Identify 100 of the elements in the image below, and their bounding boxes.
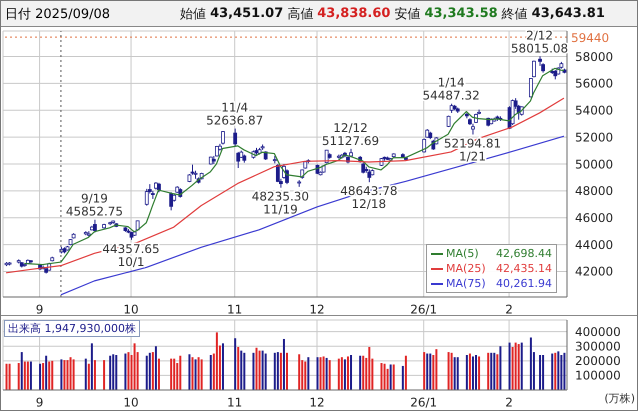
bar	[24, 362, 26, 390]
bar	[304, 362, 306, 390]
bar	[42, 363, 44, 390]
bar	[450, 352, 453, 390]
bar	[346, 356, 349, 390]
bar	[466, 355, 468, 390]
x-tick-label: 26/1	[410, 302, 438, 317]
line-series	[24, 68, 565, 266]
bar	[6, 364, 8, 390]
annotation: 2/12	[526, 28, 554, 42]
bar	[508, 342, 511, 390]
bar	[404, 356, 407, 390]
bar	[551, 354, 554, 390]
bar	[362, 356, 364, 390]
x-tick-label: 10	[123, 396, 139, 410]
annotation: 40,261.94	[496, 276, 552, 291]
bar	[390, 364, 392, 390]
bar	[234, 338, 236, 390]
x-tick-label: 11	[227, 396, 242, 410]
bar	[402, 366, 404, 390]
bar	[63, 360, 66, 390]
bar	[90, 343, 93, 390]
bar	[282, 338, 285, 390]
annotation: 11/19	[263, 202, 298, 217]
bar	[252, 352, 254, 390]
bar	[563, 352, 566, 390]
bar	[560, 355, 562, 390]
y-axis-title: (万株)	[604, 391, 635, 406]
bar	[173, 358, 176, 390]
bar	[520, 342, 523, 390]
y-tick-label: 48000	[575, 184, 614, 198]
y-tick-label: 52000	[575, 130, 614, 144]
bar	[554, 352, 556, 390]
x-tick-label: 2	[505, 396, 513, 410]
bar	[39, 364, 42, 390]
annotation: 12/18	[352, 197, 386, 212]
bar	[490, 352, 492, 390]
bar	[115, 355, 118, 390]
bar	[258, 350, 261, 390]
bar	[316, 357, 318, 390]
bar	[298, 354, 300, 390]
y-tick-label: 100000	[575, 368, 621, 383]
bar	[216, 332, 218, 390]
bar	[8, 364, 11, 390]
bar	[26, 362, 29, 390]
y-tick-label: 50000	[575, 157, 614, 172]
annotation: 42,698.44	[496, 246, 552, 261]
bar	[326, 358, 328, 390]
bar	[539, 355, 542, 390]
annotation: 48235.30	[252, 190, 310, 204]
bar	[487, 352, 490, 390]
annotation: 11/4	[221, 100, 248, 115]
candlestick	[233, 128, 238, 148]
legend-label: MA(25)	[446, 261, 487, 276]
candlestick	[367, 168, 372, 183]
ref-line-label: 59440	[571, 31, 610, 46]
bar	[148, 352, 151, 390]
y-tick-label: 200000	[575, 354, 621, 368]
annotation: 9/19	[80, 192, 108, 206]
chart-title: 日付 2025/09/08	[5, 6, 110, 22]
bar	[154, 346, 157, 390]
bar	[276, 352, 279, 390]
x-tick-label: 12	[309, 396, 325, 410]
bar	[158, 358, 160, 390]
legend-label: MA(75)	[446, 276, 487, 291]
bar	[72, 359, 75, 390]
bar	[344, 359, 346, 390]
bar	[51, 360, 54, 390]
bar	[359, 356, 362, 390]
bar	[109, 356, 112, 390]
y-tick-label: 400000	[575, 324, 621, 339]
candlestick	[144, 188, 149, 206]
annotation: 54487.32	[422, 88, 480, 103]
chart-subtitle: 始値 43,451.07 高値 43,838.60 安値 43,343.58 終値 43,643.81	[180, 5, 605, 22]
y-tick-label: 300000	[575, 340, 621, 354]
candlestick	[471, 123, 475, 136]
bar	[320, 357, 322, 390]
bar	[66, 360, 68, 390]
annotation: 44357.65	[102, 242, 160, 256]
bar	[48, 362, 50, 390]
bar	[514, 342, 517, 390]
bar	[264, 354, 267, 390]
bar	[384, 364, 386, 390]
bar	[262, 350, 264, 390]
bar	[468, 354, 471, 390]
annotation: 45852.75	[66, 204, 124, 219]
bar	[170, 358, 172, 390]
chart-title: 出来高 1,947,930,000株	[4, 320, 140, 337]
bar	[512, 346, 514, 390]
x-tick-label: 26/1	[410, 396, 438, 410]
bar	[146, 356, 148, 390]
bar	[454, 357, 456, 390]
bar	[198, 357, 200, 390]
bar	[194, 359, 197, 390]
bar	[286, 352, 288, 390]
candlestick	[221, 130, 225, 146]
bar	[542, 355, 544, 390]
bar	[134, 343, 136, 390]
bar	[84, 358, 87, 390]
candlestick	[93, 219, 97, 234]
